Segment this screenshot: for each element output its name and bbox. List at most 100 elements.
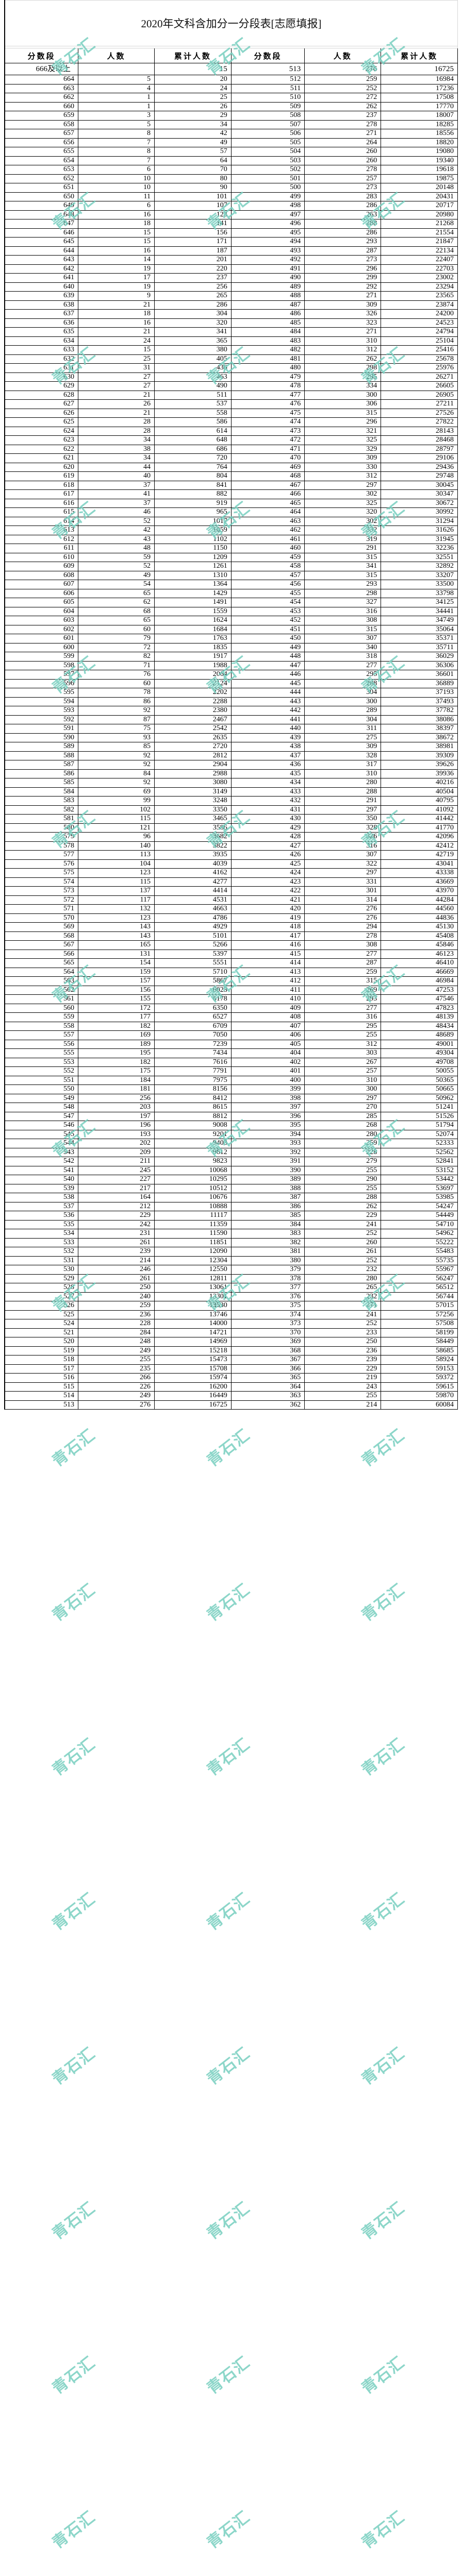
count-cell-right: 340 <box>304 642 382 652</box>
count-cell-left: 240 <box>78 1292 155 1301</box>
count-cell-right: 325 <box>304 435 382 445</box>
cumulative-cell-right: 38672 <box>381 733 458 742</box>
count-cell-left: 175 <box>78 1066 155 1076</box>
count-cell-left: 3 <box>78 111 155 121</box>
cumulative-cell-left: 7434 <box>154 1048 232 1058</box>
cumulative-cell-left: 7975 <box>154 1075 232 1085</box>
count-cell-left: 266 <box>78 1373 155 1383</box>
score-cell-right: 397 <box>230 1103 305 1112</box>
score-cell-left: 617 <box>4 489 79 499</box>
watermark-text: 青石汇 <box>49 2198 99 2243</box>
count-cell-left: 115 <box>78 814 155 824</box>
score-cell-right: 483 <box>230 336 305 346</box>
score-cell-right: 376 <box>230 1292 305 1301</box>
cumulative-cell-right: 31626 <box>381 526 458 535</box>
cumulative-cell-right: 53985 <box>381 1193 458 1202</box>
cumulative-cell-left: 586 <box>154 417 232 427</box>
score-cell-left: 535 <box>4 1219 79 1229</box>
count-cell-left: 31 <box>78 363 155 373</box>
count-cell-right: 301 <box>304 886 382 896</box>
table-row: 620 44 764 469 330 29436 <box>4 462 458 472</box>
table-row: 567 165 5266 416 308 45846 <box>4 940 458 950</box>
count-cell-right: 327 <box>304 598 382 607</box>
score-cell-left: 604 <box>4 606 79 616</box>
cumulative-cell-left: 841 <box>154 480 232 490</box>
table-row: 528 250 13061 377 265 56512 <box>4 1283 458 1293</box>
cumulative-cell-left: 1102 <box>154 534 232 544</box>
cumulative-cell-left: 4039 <box>154 859 232 869</box>
score-cell-right: 435 <box>230 769 305 778</box>
score-cell-right: 454 <box>230 598 305 607</box>
count-cell-left: 40 <box>78 471 155 481</box>
count-cell-right: 241 <box>304 1219 382 1229</box>
score-cell-left: 575 <box>4 868 79 878</box>
cumulative-cell-right: 31945 <box>381 534 458 544</box>
count-cell-right: 255 <box>304 1183 382 1193</box>
count-cell-left: 71 <box>78 660 155 670</box>
count-cell-left: 261 <box>78 1274 155 1283</box>
count-cell-left: 4 <box>78 83 155 93</box>
score-cell-left: 550 <box>4 1084 79 1094</box>
cumulative-cell-left: 304 <box>154 309 232 319</box>
watermark-text: 青石汇 <box>358 1426 408 1470</box>
score-cell-left: 565 <box>4 958 79 968</box>
table-row: 618 37 841 467 297 30045 <box>4 480 458 490</box>
cumulative-cell-right: 28797 <box>381 444 458 454</box>
score-cell-left: 626 <box>4 408 79 418</box>
count-cell-left: 37 <box>78 480 155 490</box>
count-cell-left: 44 <box>78 462 155 472</box>
score-cell-right: 440 <box>230 724 305 734</box>
count-cell-right: 259 <box>304 1139 382 1148</box>
count-cell-right: 275 <box>304 733 382 742</box>
score-cell-right: 373 <box>230 1319 305 1329</box>
score-cell-left: 648 <box>4 210 79 219</box>
score-cell-left: 526 <box>4 1301 79 1311</box>
score-cell-right: 386 <box>230 1201 305 1211</box>
cumulative-cell-left: 14000 <box>154 1319 232 1329</box>
count-cell-right: 288 <box>304 679 382 688</box>
cumulative-cell-right: 25104 <box>381 336 458 346</box>
score-cell-right: 419 <box>230 913 305 923</box>
watermark-text: 青石汇 <box>358 1580 408 1625</box>
score-cell-left: 537 <box>4 1201 79 1211</box>
score-cell-left: 624 <box>4 426 79 436</box>
cumulative-cell-left: 49 <box>154 138 232 147</box>
score-cell-left: 655 <box>4 147 79 157</box>
score-cell-left: 597 <box>4 670 79 680</box>
count-cell-left: 123 <box>78 913 155 923</box>
score-cell-left: 634 <box>4 336 79 346</box>
count-cell-left: 92 <box>78 760 155 770</box>
score-cell-left: 666及以上 <box>4 63 79 75</box>
cumulative-cell-left: 1310 <box>154 570 232 580</box>
cumulative-cell-left: 10676 <box>154 1193 232 1202</box>
score-cell-right: 418 <box>230 922 305 932</box>
cumulative-cell-left: 3350 <box>154 805 232 815</box>
table-row: 664 5 20 512 259 16984 <box>4 75 458 84</box>
table-row: 662 1 25 510 272 17508 <box>4 93 458 103</box>
table-row: 604 68 1559 453 316 34441 <box>4 606 458 616</box>
count-cell-right: 237 <box>304 111 382 121</box>
cumulative-cell-left: 1150 <box>154 544 232 553</box>
cumulative-cell-right: 19875 <box>381 174 458 183</box>
cumulative-cell-right: 50365 <box>381 1075 458 1085</box>
cumulative-cell-left: 10512 <box>154 1183 232 1193</box>
score-cell-left: 559 <box>4 1012 79 1022</box>
cumulative-cell-left: 13061 <box>154 1283 232 1293</box>
table-row: 602 60 1684 451 315 35064 <box>4 624 458 634</box>
count-cell-left: 26 <box>78 399 155 409</box>
table-row: 516 266 15974 365 219 59372 <box>4 1373 458 1383</box>
table-row: 515 226 16200 364 243 59615 <box>4 1382 458 1392</box>
count-cell-right: 272 <box>304 93 382 103</box>
score-cell-left: 528 <box>4 1283 79 1293</box>
table-row: 626 21 558 475 315 27526 <box>4 408 458 418</box>
score-cell-left: 579 <box>4 832 79 842</box>
count-cell-left: 76 <box>78 670 155 680</box>
table-row: 627 26 537 476 306 27211 <box>4 399 458 409</box>
cumulative-cell-left: 57 <box>154 147 232 157</box>
cumulative-cell-left: 286 <box>154 300 232 310</box>
cumulative-cell-right: 32236 <box>381 544 458 553</box>
cumulative-cell-right: 36889 <box>381 679 458 688</box>
table-row: 631 31 436 480 298 25976 <box>4 363 458 373</box>
table-row: 625 28 586 474 296 27822 <box>4 417 458 427</box>
